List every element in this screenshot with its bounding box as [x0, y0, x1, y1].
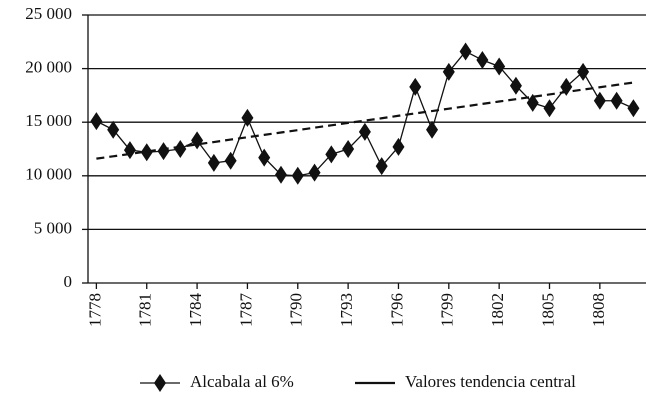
- legend-label: Alcabala al 6%: [190, 372, 294, 391]
- data-point: [493, 57, 506, 76]
- x-tick-label: 1796: [387, 293, 406, 327]
- data-point: [577, 62, 590, 81]
- y-tick-label: 0: [64, 272, 73, 291]
- x-tick-label: 1790: [287, 293, 306, 327]
- data-point: [526, 93, 539, 112]
- data-point: [140, 143, 153, 162]
- legend-label: Valores tendencia central: [405, 372, 576, 391]
- data-point: [593, 91, 606, 110]
- x-tick-label: 1793: [337, 293, 356, 327]
- data-point: [509, 76, 522, 95]
- y-tick-label: 10 000: [25, 165, 72, 184]
- data-point: [442, 62, 455, 81]
- data-point: [123, 141, 136, 160]
- legend-marker: [154, 374, 166, 392]
- y-tick-label: 5 000: [34, 218, 72, 237]
- series-line: [96, 81, 634, 160]
- data-point: [476, 51, 489, 70]
- y-tick-label: 15 000: [25, 111, 72, 130]
- y-tick-label: 25 000: [25, 4, 72, 23]
- x-tick-label: 1802: [488, 293, 507, 327]
- data-point: [157, 142, 170, 161]
- data-point: [308, 163, 321, 182]
- x-tick-label: 1784: [186, 293, 205, 328]
- data-point: [207, 153, 220, 172]
- data-point: [241, 108, 254, 127]
- data-point: [107, 120, 120, 139]
- data-point: [375, 157, 388, 176]
- data-point: [291, 166, 304, 185]
- x-tick-label: 1799: [438, 293, 457, 327]
- data-point: [358, 122, 371, 141]
- series-line: [96, 50, 634, 177]
- data-point: [174, 140, 187, 158]
- data-point: [627, 99, 640, 118]
- data-point: [258, 148, 271, 167]
- data-point: [543, 99, 556, 118]
- x-tick-label: 1808: [589, 293, 608, 327]
- x-tick-label: 1787: [236, 293, 255, 328]
- x-tick-label: 1781: [136, 293, 155, 327]
- data-point: [325, 145, 338, 164]
- data-point: [224, 151, 237, 170]
- data-point: [274, 165, 287, 184]
- x-tick-label: 1805: [538, 293, 557, 327]
- x-tick-label: 1778: [85, 293, 104, 327]
- y-tick-label: 20 000: [25, 58, 72, 77]
- data-point: [342, 140, 355, 158]
- data-point: [409, 77, 422, 96]
- data-point: [392, 137, 405, 156]
- data-point: [426, 120, 439, 139]
- data-point: [459, 42, 472, 61]
- data-point: [610, 91, 623, 110]
- data-point: [90, 112, 103, 131]
